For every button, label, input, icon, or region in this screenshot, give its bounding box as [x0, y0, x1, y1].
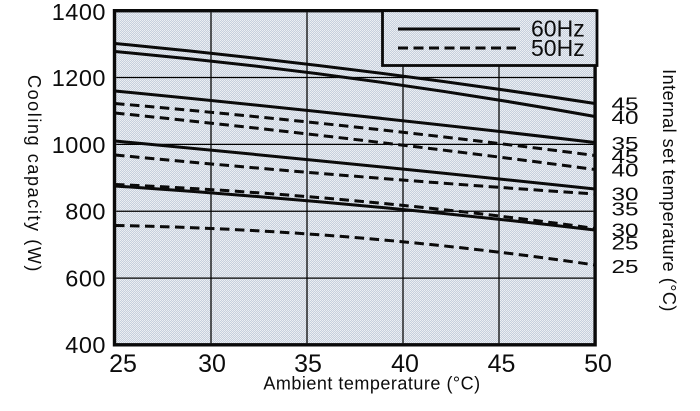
- svg-text:30: 30: [612, 220, 639, 241]
- svg-text:40: 40: [612, 107, 639, 128]
- svg-text:600: 600: [65, 266, 106, 292]
- svg-text:30: 30: [612, 184, 639, 205]
- svg-text:45: 45: [612, 146, 639, 167]
- svg-text:25: 25: [612, 233, 639, 254]
- svg-text:Cooling capacity (W): Cooling capacity (W): [24, 75, 44, 273]
- svg-text:40: 40: [612, 160, 639, 181]
- svg-text:45: 45: [488, 350, 516, 378]
- svg-text:800: 800: [65, 199, 106, 225]
- svg-text:50: 50: [584, 350, 612, 378]
- svg-text:35: 35: [294, 350, 322, 378]
- svg-text:25: 25: [109, 350, 137, 378]
- svg-text:Ambient temperature (°C): Ambient temperature (°C): [263, 374, 480, 394]
- svg-text:35: 35: [612, 133, 639, 154]
- svg-text:35: 35: [612, 198, 639, 219]
- svg-text:1200: 1200: [52, 65, 106, 91]
- svg-text:50Hz: 50Hz: [531, 35, 585, 61]
- svg-text:Internal set temperature (°C): Internal set temperature (°C): [659, 69, 679, 312]
- svg-text:1000: 1000: [52, 132, 106, 158]
- svg-text:400: 400: [65, 332, 106, 358]
- svg-text:30: 30: [198, 350, 226, 378]
- svg-text:60Hz: 60Hz: [531, 15, 585, 41]
- svg-text:45: 45: [612, 93, 639, 114]
- svg-text:40: 40: [391, 350, 419, 378]
- svg-text:1400: 1400: [52, 0, 106, 25]
- svg-text:25: 25: [612, 256, 639, 277]
